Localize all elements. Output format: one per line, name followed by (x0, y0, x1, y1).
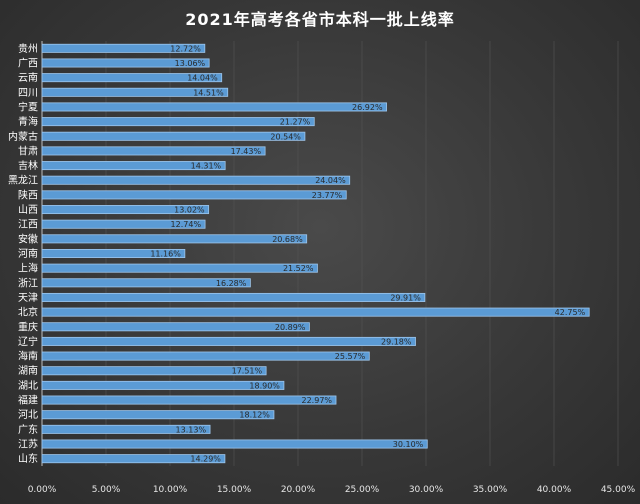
category-label: 重庆 (18, 320, 38, 333)
bar (41, 278, 251, 288)
bar (41, 322, 310, 332)
category-label: 湖北 (18, 380, 38, 392)
category-label: 广西 (18, 57, 38, 69)
category-label: 陕西 (18, 188, 38, 201)
category-label: 浙江 (18, 277, 38, 289)
category-label: 山东 (18, 452, 38, 465)
category-label: 安徽 (18, 232, 38, 245)
x-tick-label: 35.00% (473, 485, 508, 495)
data-label: 23.77% (312, 191, 343, 200)
bar (41, 146, 266, 156)
data-label: 16.28% (216, 279, 247, 288)
data-label: 21.52% (283, 264, 314, 273)
category-label: 湖南 (18, 364, 38, 377)
x-tick-label: 45.00% (601, 485, 636, 495)
category-label: 辽宁 (18, 335, 38, 348)
category-label: 山西 (18, 204, 38, 216)
x-tick-label: 10.00% (153, 485, 188, 495)
category-label: 北京 (18, 306, 38, 319)
x-tick-label: 25.00% (345, 485, 380, 495)
data-label: 20.68% (272, 235, 303, 244)
x-tick-label: 5.00% (92, 485, 121, 495)
category-label: 宁夏 (18, 100, 38, 113)
bar (41, 87, 229, 97)
data-label: 30.10% (393, 440, 424, 449)
data-label: 12.72% (170, 44, 201, 53)
category-label: 内蒙古 (8, 130, 38, 143)
category-label: 天津 (18, 292, 38, 304)
bar (41, 248, 186, 259)
data-label: 14.31% (191, 162, 222, 171)
data-label: 29.18% (381, 337, 412, 346)
data-label: 18.12% (239, 411, 270, 420)
bar (41, 234, 308, 244)
category-label: 贵州 (18, 42, 38, 55)
data-label: 13.06% (175, 59, 206, 68)
category-label: 云南 (18, 71, 38, 84)
bar (41, 161, 226, 171)
data-label: 26.92% (352, 103, 383, 112)
x-tick-label: 40.00% (537, 485, 572, 495)
category-label: 福建 (18, 394, 38, 407)
category-label: 青海 (18, 115, 38, 128)
data-label: 22.97% (302, 396, 333, 405)
data-label: 11.16% (150, 250, 181, 259)
data-label: 24.04% (315, 176, 346, 185)
data-label: 14.29% (190, 455, 221, 464)
data-label: 29.91% (390, 293, 421, 302)
bar (41, 395, 337, 405)
category-label: 江西 (18, 219, 38, 231)
bar (41, 117, 315, 127)
data-label: 12.74% (171, 220, 202, 229)
data-label: 17.51% (232, 367, 263, 376)
data-label: 21.27% (280, 118, 311, 127)
category-label: 上海 (18, 262, 38, 275)
bar (41, 73, 223, 83)
category-label: 甘肃 (18, 144, 38, 157)
data-label: 14.51% (193, 88, 224, 97)
x-tick-label: 15.00% (217, 485, 252, 495)
bar (41, 175, 351, 185)
bar (41, 439, 428, 449)
data-label: 14.04% (187, 74, 218, 83)
data-label: 13.13% (176, 425, 207, 434)
data-label: 25.57% (335, 352, 366, 361)
bar (41, 219, 206, 229)
bar (41, 58, 210, 68)
bar (41, 205, 210, 215)
category-label: 海南 (18, 350, 38, 363)
bar (41, 190, 347, 200)
x-tick-label: 20.00% (281, 485, 316, 495)
data-label: 20.54% (270, 132, 301, 141)
bar (41, 43, 206, 53)
data-label: 17.43% (231, 147, 262, 156)
bar (41, 410, 275, 420)
bar (41, 292, 426, 302)
bar (41, 336, 416, 346)
bar (41, 366, 267, 376)
bar (41, 263, 318, 273)
data-label: 20.89% (275, 323, 306, 332)
category-label: 河南 (18, 247, 38, 260)
category-label: 广东 (18, 423, 38, 436)
category-label: 黑龙江 (8, 174, 38, 187)
data-label: 42.75% (555, 308, 586, 317)
chart-title: 2021年高考各省市本科一批上线率 (185, 10, 455, 29)
category-label: 吉林 (18, 159, 38, 172)
data-label: 13.02% (174, 206, 205, 215)
bar (41, 424, 211, 434)
bar (41, 454, 226, 464)
category-label: 河北 (18, 409, 38, 421)
bar (41, 307, 590, 317)
category-label: 江苏 (18, 438, 38, 451)
bar (41, 351, 370, 361)
x-tick-label: 30.00% (409, 485, 444, 495)
bar (41, 131, 306, 141)
x-tick-label: 0.00% (28, 485, 57, 495)
bar (41, 102, 387, 112)
bar (41, 380, 285, 390)
category-label: 四川 (18, 88, 38, 99)
data-label: 18.90% (249, 381, 280, 390)
